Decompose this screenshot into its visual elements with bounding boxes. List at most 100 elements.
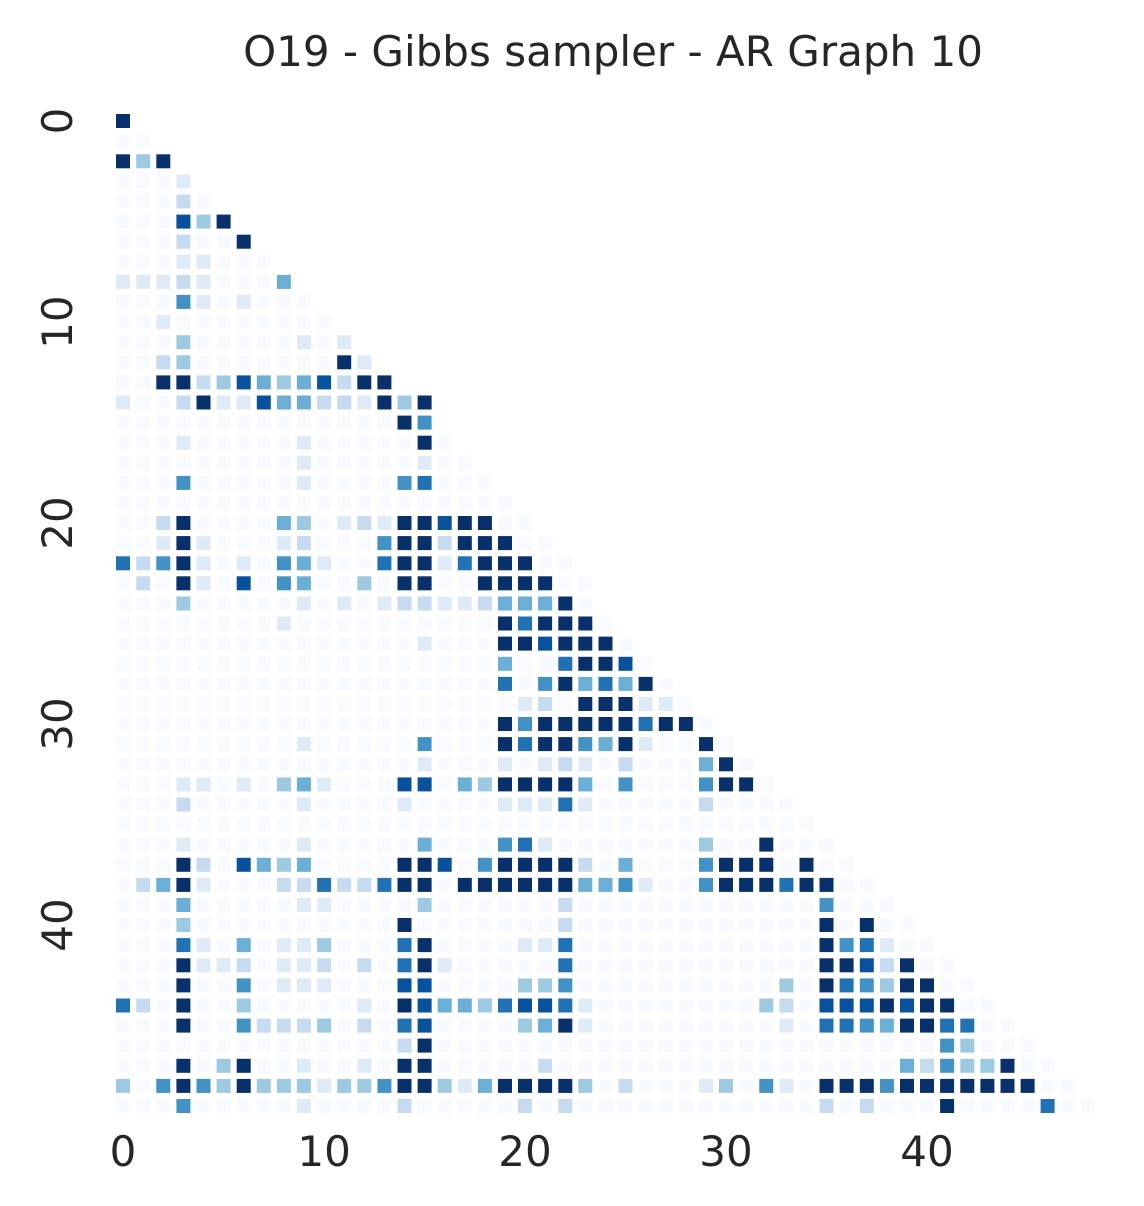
- heatmap-cell: [357, 797, 372, 812]
- heatmap-cell: [256, 415, 271, 430]
- heatmap-cell: [518, 656, 532, 671]
- heatmap-cell: [116, 918, 130, 932]
- heatmap-cell: [236, 315, 251, 330]
- heatmap-cell: [216, 214, 231, 229]
- heatmap-cell: [116, 797, 130, 812]
- x-tick-label: 10: [297, 1127, 350, 1176]
- heatmap-cell: [397, 516, 412, 530]
- heatmap-cell: [1000, 1078, 1015, 1093]
- heatmap-cell: [116, 455, 130, 470]
- heatmap-cell: [538, 576, 553, 591]
- heatmap-cell: [296, 355, 311, 370]
- heatmap-cell: [719, 898, 733, 912]
- heatmap-cell: [216, 1058, 231, 1073]
- heatmap-cell: [136, 877, 151, 892]
- heatmap-cell: [397, 958, 412, 973]
- heatmap-cell: [879, 978, 894, 993]
- heatmap-cell: [879, 1078, 894, 1093]
- heatmap-cell: [156, 496, 171, 510]
- heatmap-cell: [256, 556, 271, 571]
- heatmap-cell: [276, 455, 291, 470]
- heatmap-cell: [980, 1099, 995, 1113]
- heatmap-cell: [156, 254, 171, 269]
- heatmap-cell: [116, 1018, 130, 1033]
- heatmap-cell: [538, 938, 553, 953]
- heatmap-cell: [699, 737, 713, 752]
- heatmap-cell: [276, 435, 291, 450]
- heatmap-cell: [256, 757, 271, 772]
- heatmap-cell: [1000, 1018, 1015, 1033]
- heatmap-cell: [357, 355, 372, 370]
- heatmap-cell: [176, 315, 191, 330]
- heatmap-cell: [216, 1018, 231, 1033]
- heatmap-cell: [256, 636, 271, 651]
- heatmap-cell: [196, 857, 211, 872]
- heatmap-cell: [256, 978, 271, 993]
- heatmap-cell: [176, 757, 191, 772]
- heatmap-cell: [317, 656, 332, 671]
- heatmap-cell: [196, 797, 211, 812]
- heatmap-cell: [578, 1018, 593, 1033]
- heatmap-cell: [598, 697, 613, 711]
- heatmap-cell: [156, 938, 171, 953]
- heatmap-cell: [337, 978, 352, 993]
- heatmap-cell: [417, 636, 432, 651]
- heatmap-cell: [417, 676, 432, 691]
- heatmap-cell: [136, 496, 151, 510]
- heatmap-cell: [397, 475, 412, 490]
- heatmap-cell: [377, 455, 392, 470]
- heatmap-cell: [397, 536, 412, 551]
- heatmap-cell: [558, 556, 573, 571]
- heatmap-cell: [457, 1018, 472, 1033]
- heatmap-cell: [377, 837, 392, 852]
- heatmap-cell: [498, 857, 512, 872]
- heatmap-cell: [1020, 1078, 1035, 1093]
- heatmap-cell: [136, 576, 151, 591]
- heatmap-cell: [598, 918, 613, 932]
- heatmap-cell: [558, 757, 573, 772]
- heatmap-cell: [236, 1058, 251, 1073]
- heatmap-cell: [498, 958, 512, 973]
- heatmap-cell: [357, 676, 372, 691]
- heatmap-cell: [176, 998, 191, 1013]
- heatmap-cell: [296, 697, 311, 711]
- heatmap-cell: [598, 857, 613, 872]
- heatmap-cell: [457, 857, 472, 872]
- y-axis-tick-labels: 0 10 20 30 40: [33, 108, 82, 952]
- heatmap-cell: [498, 817, 512, 832]
- heatmap-cell: [256, 1058, 271, 1073]
- heatmap-cell: [236, 496, 251, 510]
- heatmap-cell: [759, 1078, 774, 1093]
- heatmap-cell: [136, 857, 151, 872]
- heatmap-cell: [337, 395, 352, 410]
- heatmap-cell: [116, 274, 130, 289]
- heatmap-cell: [337, 475, 352, 490]
- heatmap-cell: [477, 998, 492, 1013]
- heatmap-cell: [377, 395, 392, 410]
- heatmap-cell: [719, 857, 733, 872]
- heatmap-cell: [276, 1078, 291, 1093]
- heatmap-cell: [136, 214, 151, 229]
- heatmap-cell: [518, 516, 532, 530]
- heatmap-cell: [156, 1099, 171, 1113]
- heatmap-cell: [296, 857, 311, 872]
- heatmap-cell: [236, 294, 251, 309]
- heatmap-cell: [357, 1038, 372, 1053]
- heatmap-cell: [377, 616, 392, 631]
- heatmap-cell: [699, 978, 713, 993]
- heatmap-cell: [236, 717, 251, 731]
- heatmap-cell: [719, 837, 733, 852]
- heatmap-cell: [980, 1078, 995, 1093]
- heatmap-cell: [397, 455, 412, 470]
- heatmap-cell: [136, 1078, 151, 1093]
- heatmap-cell: [357, 475, 372, 490]
- heatmap-cell: [759, 998, 774, 1013]
- heatmap-cell: [236, 516, 251, 530]
- heatmap-cell: [518, 777, 532, 792]
- heatmap-cell: [598, 717, 613, 731]
- heatmap-cell: [116, 214, 130, 229]
- heatmap-cell: [799, 857, 814, 872]
- heatmap-cell: [377, 958, 392, 973]
- heatmap-cell: [317, 435, 332, 450]
- heatmap-cell: [739, 1078, 754, 1093]
